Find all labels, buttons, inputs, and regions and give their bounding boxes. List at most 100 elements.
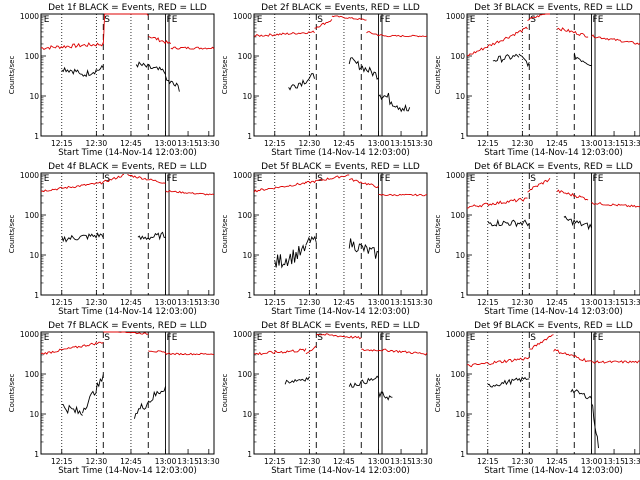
marker-label: FE: [167, 15, 178, 25]
x-tick-label: 13:15: [390, 457, 412, 466]
marker-label: S: [530, 174, 536, 184]
y-tick-label: 1000: [446, 330, 465, 339]
marker-label: S: [104, 15, 110, 25]
marker-label: E: [257, 15, 263, 25]
marker-label: FE: [593, 333, 604, 343]
y-tick-label: 100: [238, 211, 253, 220]
panel-title: Det 6f BLACK = Events, RED = LLD: [474, 162, 633, 172]
x-tick-label: 13:15: [603, 457, 625, 466]
y-axis-label: Counts/sec: [221, 374, 229, 413]
marker-label: FE: [380, 333, 391, 343]
events-series-line: [284, 375, 393, 401]
plot-frame: [466, 172, 640, 296]
x-tick-label: 13:00: [368, 298, 390, 307]
events-series-line: [61, 61, 180, 92]
y-tick-label: 100: [451, 370, 466, 379]
marker-label: E: [470, 15, 476, 25]
x-tick-label: 12:15: [264, 139, 286, 148]
y-axis-label: Counts/sec: [221, 56, 229, 95]
x-tick-label: 12:45: [120, 457, 142, 466]
y-tick-label: 1: [460, 450, 465, 459]
x-tick-label: 12:15: [51, 457, 73, 466]
y-tick-label: 10: [29, 92, 39, 101]
lld-series-line: [466, 334, 640, 368]
x-tick-label: 12:45: [333, 298, 355, 307]
x-tick-label: 12:45: [120, 298, 142, 307]
marker-label: S: [317, 15, 323, 25]
x-axis-label: Start Time (14-Nov-14 12:03:00): [271, 148, 410, 158]
y-tick-label: 10: [242, 92, 252, 101]
x-tick-label: 12:30: [512, 298, 534, 307]
x-axis-label: Start Time (14-Nov-14 12:03:00): [484, 466, 623, 476]
y-tick-label: 100: [451, 52, 466, 61]
x-tick-label: 12:15: [477, 298, 499, 307]
x-tick-label: 13:00: [155, 139, 177, 148]
x-tick-label: 13:30: [624, 457, 640, 466]
panel-title: Det 9f BLACK = Events, RED = LLD: [474, 321, 633, 331]
x-tick-label: 13:00: [368, 457, 390, 466]
y-tick-label: 1: [34, 450, 39, 459]
marker-label: E: [257, 333, 263, 343]
x-tick-label: 12:30: [86, 139, 108, 148]
y-tick-label: 1: [34, 291, 39, 300]
events-series-line: [288, 57, 411, 113]
x-axis-label: Start Time (14-Nov-14 12:03:00): [58, 148, 197, 158]
marker-label: E: [470, 174, 476, 184]
y-tick-label: 100: [238, 370, 253, 379]
x-axis-label: Start Time (14-Nov-14 12:03:00): [484, 148, 623, 158]
marker-label: FE: [167, 333, 178, 343]
x-axis-label: Start Time (14-Nov-14 12:03:00): [58, 307, 197, 317]
x-tick-label: 12:30: [512, 457, 534, 466]
marker-label: FE: [593, 15, 604, 25]
lld-series-line: [253, 333, 428, 356]
panel-title: Det 8f BLACK = Events, RED = LLD: [261, 321, 420, 331]
x-tick-label: 13:15: [177, 298, 199, 307]
x-tick-label: 12:15: [51, 139, 73, 148]
panel-det-6: Det 6f BLACK = Events, RED = LLD E S FE 1 10 1…: [434, 162, 640, 317]
x-tick-label: 12:45: [546, 139, 568, 148]
lld-series-line: [40, 331, 215, 356]
marker-label: S: [104, 174, 110, 184]
x-tick-label: 13:30: [198, 298, 220, 307]
lld-series-line: [253, 174, 428, 197]
y-tick-label: 100: [25, 52, 40, 61]
x-tick-label: 12:15: [51, 298, 73, 307]
y-tick-label: 10: [455, 410, 465, 419]
y-axis-label: Counts/sec: [8, 215, 16, 254]
y-tick-label: 100: [25, 211, 40, 220]
plot-frame: [40, 13, 215, 137]
panel-det-7: Det 7f BLACK = Events, RED = LLD E S FE 1 10 1…: [8, 321, 220, 476]
events-series-line: [61, 231, 166, 243]
plot-frame: [40, 331, 215, 455]
lld-series-line: [40, 13, 215, 50]
plot-frame: [253, 13, 428, 137]
lld-series-line: [253, 15, 428, 38]
x-tick-label: 13:00: [581, 139, 603, 148]
y-tick-label: 10: [242, 410, 252, 419]
x-tick-label: 12:45: [546, 298, 568, 307]
x-axis-label: Start Time (14-Nov-14 12:03:00): [271, 466, 410, 476]
marker-label: E: [470, 333, 476, 343]
panel-det-8: Det 8f BLACK = Events, RED = LLD E S FE 1 10 1…: [221, 321, 433, 476]
marker-label: FE: [380, 174, 391, 184]
panel-title: Det 3f BLACK = Events, RED = LLD: [474, 3, 633, 13]
x-tick-label: 13:15: [603, 298, 625, 307]
x-tick-label: 13:30: [624, 298, 640, 307]
x-tick-label: 13:00: [581, 457, 603, 466]
x-tick-label: 13:30: [198, 139, 220, 148]
events-series-line: [487, 376, 599, 449]
y-tick-label: 1000: [233, 12, 252, 21]
y-axis-label: Counts/sec: [8, 56, 16, 95]
x-tick-label: 13:00: [155, 298, 177, 307]
events-series-line: [61, 374, 167, 419]
lld-series-line: [40, 173, 215, 196]
panel-det-3: Det 3f BLACK = Events, RED = LLD E S FE 1 10 1…: [434, 3, 640, 158]
y-tick-label: 1: [460, 291, 465, 300]
x-tick-label: 12:30: [299, 298, 321, 307]
x-tick-label: 13:15: [390, 139, 412, 148]
marker-label: S: [104, 333, 110, 343]
y-tick-label: 1000: [233, 330, 252, 339]
y-tick-label: 1000: [233, 171, 252, 180]
